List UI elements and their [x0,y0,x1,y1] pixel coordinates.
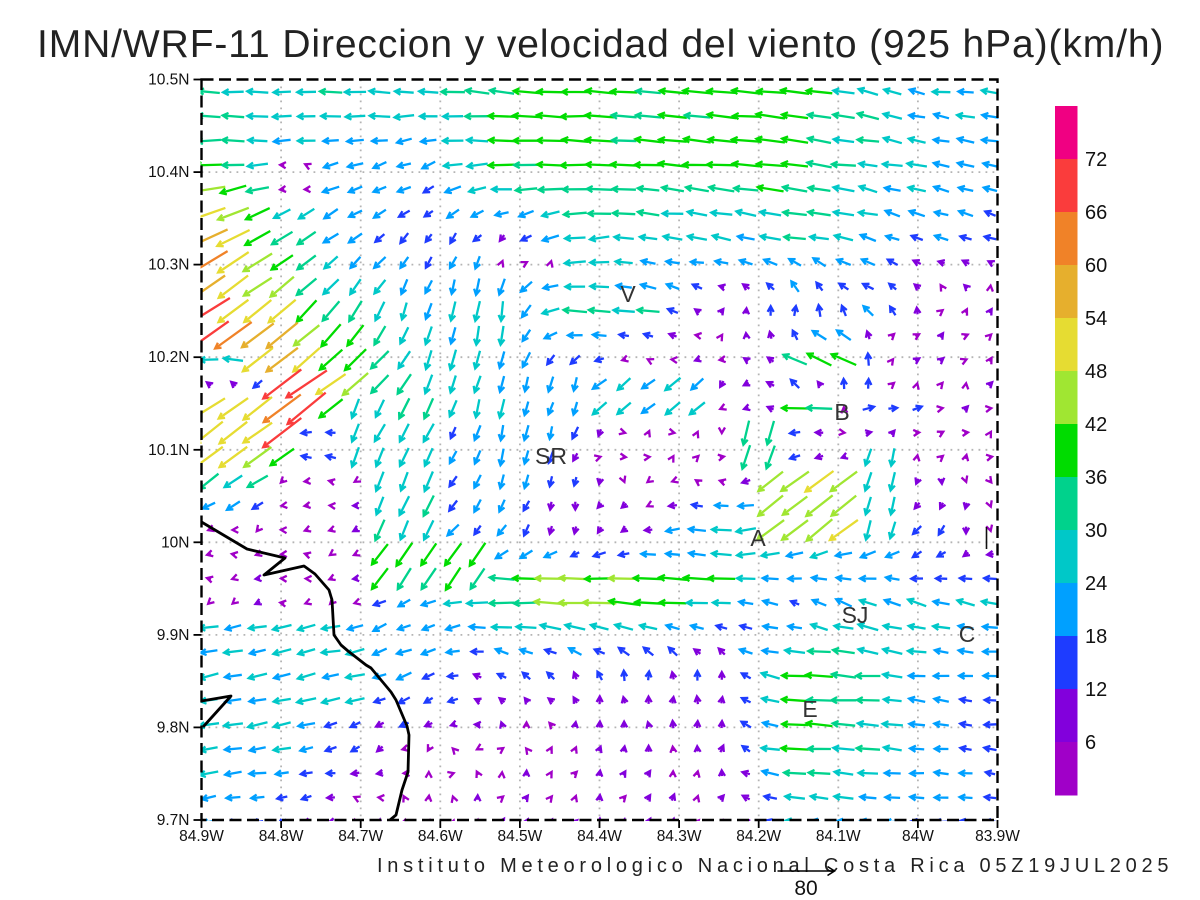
svg-text:10N: 10N [161,534,189,551]
svg-text:30: 30 [1085,520,1107,542]
svg-text:54: 54 [1085,308,1107,330]
svg-text:10.4N: 10.4N [148,164,189,181]
svg-text:66: 66 [1085,202,1107,224]
svg-text:84.9W: 84.9W [179,828,224,845]
svg-text:A: A [750,525,766,551]
svg-text:10.5N: 10.5N [148,72,189,89]
svg-text:10.1N: 10.1N [148,442,189,459]
svg-text:84W: 84W [902,828,934,845]
svg-text:IMN/WRF-11 Direccion y velocid: IMN/WRF-11 Direccion y velocidad del vie… [37,23,1164,66]
svg-text:72: 72 [1085,149,1107,171]
svg-text:84.5W: 84.5W [497,828,542,845]
svg-text:10.2N: 10.2N [148,349,189,366]
svg-text:84.2W: 84.2W [736,828,781,845]
svg-text:9.9N: 9.9N [157,627,190,644]
svg-text:SJ: SJ [842,602,869,628]
svg-text:48: 48 [1085,361,1107,383]
svg-text:83.9W: 83.9W [975,828,1020,845]
svg-text:V: V [620,281,636,307]
svg-text:84.1W: 84.1W [816,828,861,845]
svg-text:84.3W: 84.3W [657,828,702,845]
svg-text:36: 36 [1085,467,1107,489]
svg-text:42: 42 [1085,414,1107,436]
svg-text:E: E [802,696,817,722]
svg-text:12: 12 [1085,679,1107,701]
svg-text:84.7W: 84.7W [338,828,383,845]
svg-text:24: 24 [1085,573,1107,595]
svg-text:Instituto Meteorologico Nacion: Instituto Meteorologico Nacional Costa R… [377,855,1173,877]
svg-text:60: 60 [1085,255,1107,277]
svg-text:84.6W: 84.6W [418,828,463,845]
svg-text:84.8W: 84.8W [259,828,304,845]
svg-text:84.4W: 84.4W [577,828,622,845]
svg-text:6: 6 [1085,732,1096,754]
svg-text:SR: SR [535,443,567,469]
svg-text:C: C [959,621,976,647]
svg-text:9.7N: 9.7N [157,812,190,829]
svg-text:B: B [834,399,849,425]
svg-text:9.8N: 9.8N [157,719,190,736]
svg-text:80: 80 [794,877,817,900]
svg-text:18: 18 [1085,626,1107,648]
svg-text:10.3N: 10.3N [148,257,189,274]
